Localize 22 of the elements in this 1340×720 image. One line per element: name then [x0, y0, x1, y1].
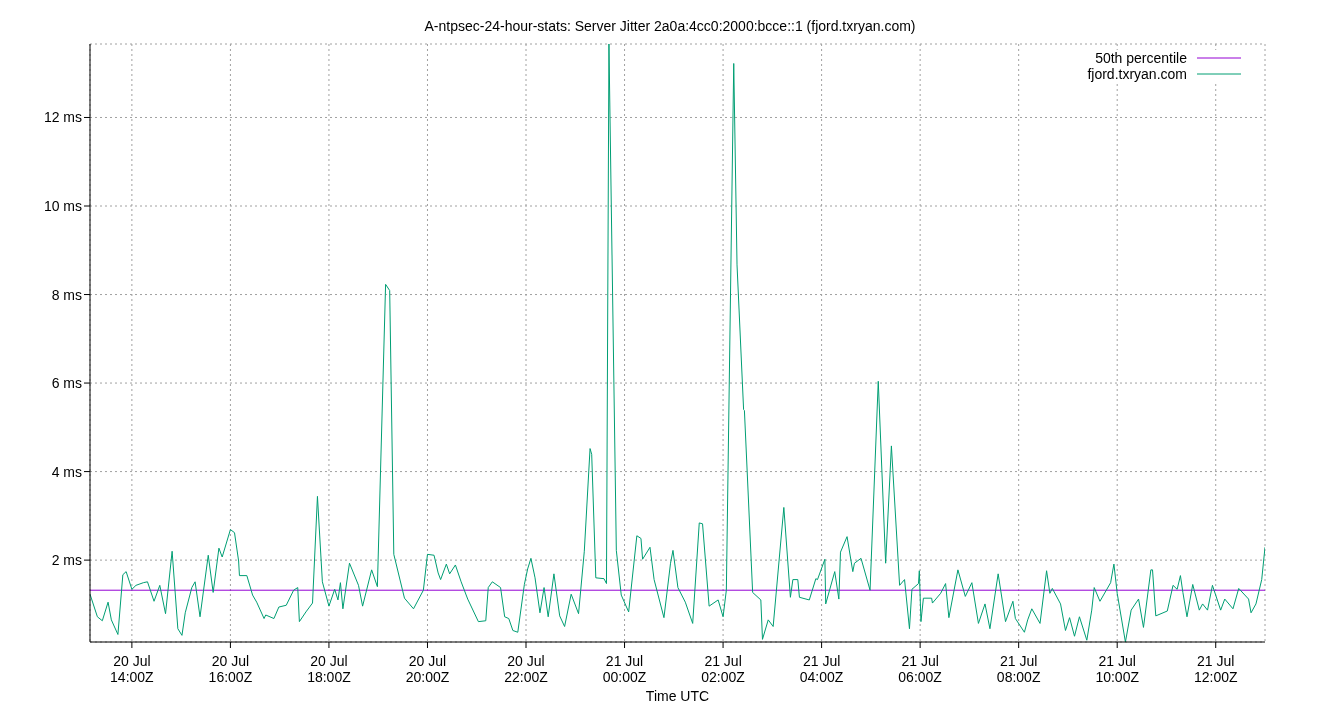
- legend-label: fjord.txryan.com: [1087, 66, 1187, 82]
- chart-title: A-ntpsec-24-hour-stats: Server Jitter 2a0a:4cc0:2000:bcce::1 (fjord.txryan.com): [423, 18, 917, 34]
- y-tick-label: 12 ms: [43, 109, 82, 126]
- x-tick-label: 20 Jul 22:00Z: [504, 653, 549, 685]
- x-tick-label: 21 Jul 00:00Z: [602, 653, 647, 685]
- y-tick-label: 4 ms: [51, 463, 82, 480]
- x-tick-label: 21 Jul 08:00Z: [996, 653, 1041, 685]
- y-tick-label: 10 ms: [43, 197, 82, 214]
- y-tick-label: 6 ms: [51, 375, 82, 392]
- x-tick-label: 21 Jul 06:00Z: [898, 653, 943, 685]
- x-axis-title: Time UTC: [644, 688, 711, 704]
- x-tick-label: 21 Jul 02:00Z: [701, 653, 746, 685]
- y-tick-label: 2 ms: [51, 552, 82, 569]
- y-tick-label: 8 ms: [51, 286, 82, 303]
- x-tick-label: 20 Jul 16:00Z: [208, 653, 253, 685]
- x-tick-label: 21 Jul 12:00Z: [1193, 653, 1238, 685]
- x-tick-label: 20 Jul 18:00Z: [307, 653, 352, 685]
- x-tick-label: 20 Jul 14:00Z: [110, 653, 155, 685]
- x-tick-label: 21 Jul 04:00Z: [799, 653, 844, 685]
- legend-label: 50th percentile: [1095, 50, 1187, 66]
- x-tick-label: 20 Jul 20:00Z: [405, 653, 450, 685]
- x-tick-label: 21 Jul 10:00Z: [1095, 653, 1140, 685]
